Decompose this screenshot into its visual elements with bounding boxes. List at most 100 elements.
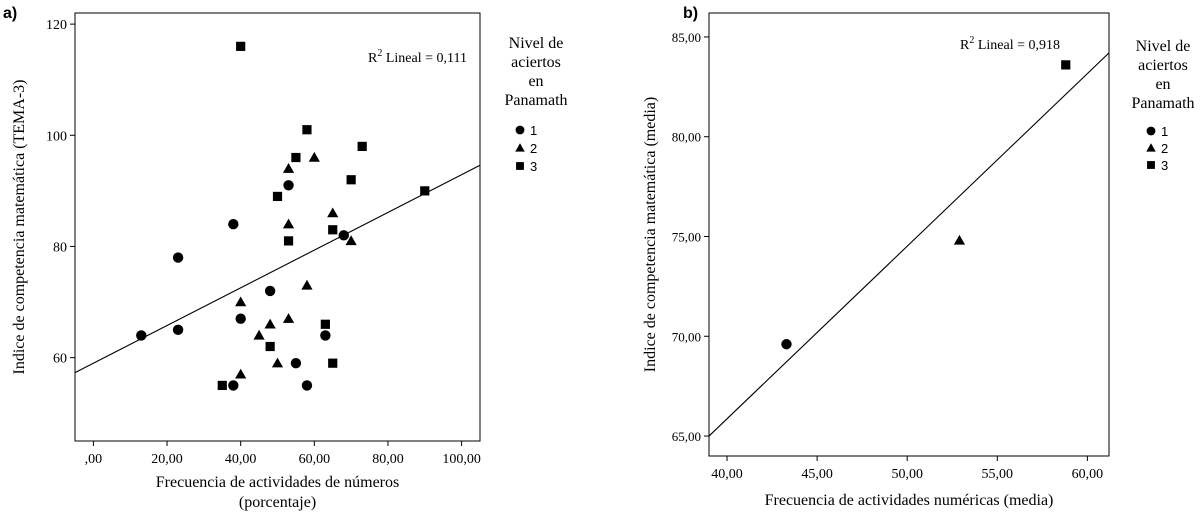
panel-a: a),00 20,00 40,00 60,00 80,00 100,00608010012… xyxy=(3,5,568,511)
point-s2-6 xyxy=(282,218,295,229)
r2-prefix: R xyxy=(368,51,378,66)
point-s3-6 xyxy=(302,125,312,135)
r2-prefix: R xyxy=(960,38,970,53)
point-s2-7 xyxy=(282,313,295,323)
legend-entry-label: 1 xyxy=(530,123,537,138)
legend: Nivel de aciertos en Panamath 1 2 3 xyxy=(504,35,567,174)
point-s1-11 xyxy=(338,230,349,241)
x-tick-label: 40,00 xyxy=(225,452,257,467)
legend-entry-label: 3 xyxy=(530,159,537,174)
point-s1-7 xyxy=(283,180,294,191)
point-s1-10 xyxy=(320,330,331,341)
x-tick-label: 50,00 xyxy=(891,467,923,482)
point-s1-3 xyxy=(228,219,239,230)
panel-b: b) 40,00 45,00 50,00 55,00 60,00 65,00 70,00 75,… xyxy=(642,5,1195,509)
point-s3-1 xyxy=(236,41,246,51)
legend-marker-2 xyxy=(1146,143,1156,152)
y-tick-label: 65,00 xyxy=(672,429,701,444)
y-tick-label: 100 xyxy=(46,129,67,144)
y-tick-label: 60 xyxy=(53,352,67,367)
legend: Nivel de aciertos en Panamath 1 2 3 xyxy=(1131,38,1194,173)
point-s2-9 xyxy=(308,151,320,162)
y-tick-label: 120 xyxy=(46,18,67,33)
point-s1-1 xyxy=(172,252,184,263)
point-s2-1 xyxy=(235,368,247,379)
point-s2-8 xyxy=(301,279,313,290)
point-s2-3 xyxy=(264,318,276,329)
point-s3-2 xyxy=(265,341,275,352)
legend-title-line: aciertos xyxy=(511,54,561,71)
legend-entry-label: 2 xyxy=(1161,141,1168,156)
point-s1-6 xyxy=(264,285,276,297)
point-s1-4 xyxy=(228,380,239,391)
x-tick-label: ,00 xyxy=(85,452,103,467)
r2-annotation: R2 Lineal = 0,111 xyxy=(368,48,467,66)
x-tick-label: 60,00 xyxy=(1072,467,1104,482)
x-tick-label: 80,00 xyxy=(372,452,404,467)
point-s2-11 xyxy=(345,235,357,246)
legend-title-line: Nivel de xyxy=(1136,38,1191,55)
legend-marker-1 xyxy=(1146,126,1156,136)
r2-text: Lineal = 0,918 xyxy=(974,38,1060,53)
point-s1-5 xyxy=(235,313,246,324)
legend-title-line: Panamath xyxy=(1131,95,1194,112)
x-axis-label: Frecuencia de actividades de números xyxy=(156,474,399,491)
legend-entry-label: 3 xyxy=(1161,158,1168,173)
y-tick-label: 75,00 xyxy=(672,229,701,244)
point-s1-2 xyxy=(172,324,184,336)
point-s3-8 xyxy=(328,225,338,235)
legend-title-line: aciertos xyxy=(1138,57,1188,74)
legend-title-line: en xyxy=(1155,76,1170,93)
x-tick-label: 100,00 xyxy=(442,452,481,467)
point-s3-4 xyxy=(283,236,294,246)
x-tick-label: 60,00 xyxy=(299,452,331,467)
point-s2-10 xyxy=(327,207,339,218)
point-s1-8 xyxy=(290,357,302,369)
panel-label: b) xyxy=(683,5,698,22)
r2-text: Lineal = 0,111 xyxy=(382,51,467,66)
point-s3-10 xyxy=(346,175,356,185)
point-s3-5 xyxy=(291,152,301,163)
point-s2-5 xyxy=(282,163,295,173)
point-s3-0 xyxy=(1061,60,1071,70)
legend-marker-3 xyxy=(1147,161,1155,169)
y-tick-label: 80 xyxy=(53,240,67,255)
legend-entry-label: 1 xyxy=(1161,124,1168,139)
point-s3-3 xyxy=(272,191,283,202)
x-tick-label: 55,00 xyxy=(982,467,1014,482)
r2-superscript: 2 xyxy=(377,48,382,59)
y-tick-label: 80,00 xyxy=(672,130,701,145)
point-s1-0 xyxy=(136,330,147,341)
point-s1-0 xyxy=(781,339,792,350)
y-axis-label: Indice de competencia matemática (TEMA-3… xyxy=(11,80,28,375)
point-s1-9 xyxy=(301,380,313,391)
point-s2-2 xyxy=(253,329,265,340)
fit-line xyxy=(709,52,1109,437)
plot-frame xyxy=(74,12,481,442)
r2-superscript: 2 xyxy=(969,35,974,46)
point-s2-0 xyxy=(235,296,247,307)
point-s3-7 xyxy=(320,319,330,329)
legend-marker-1 xyxy=(515,125,525,135)
legend-title-line: en xyxy=(528,73,543,90)
point-s2-0 xyxy=(953,234,966,245)
plot-frame xyxy=(708,12,1110,457)
point-s3-12 xyxy=(420,186,430,196)
legend-title-line: Panamath xyxy=(504,92,567,109)
y-axis-label: Indice de competencia matemática (media) xyxy=(642,97,659,372)
point-s3-9 xyxy=(328,358,338,368)
x-axis-label: Frecuencia de actividades numéricas (med… xyxy=(765,492,1054,509)
x-tick-label: 20,00 xyxy=(151,452,183,467)
panel-label: a) xyxy=(3,5,17,22)
point-s3-0 xyxy=(217,380,227,391)
legend-marker-2 xyxy=(515,143,525,152)
y-tick-label: 70,00 xyxy=(672,329,701,344)
legend-title-line: Nivel de xyxy=(509,35,564,52)
r2-annotation: R2 Lineal = 0,918 xyxy=(960,35,1060,53)
legend-entry-label: 2 xyxy=(530,141,537,156)
point-s2-4 xyxy=(271,357,284,368)
point-s3-11 xyxy=(357,141,367,152)
legend-marker-3 xyxy=(516,162,524,170)
x-tick-label: 45,00 xyxy=(801,467,833,482)
